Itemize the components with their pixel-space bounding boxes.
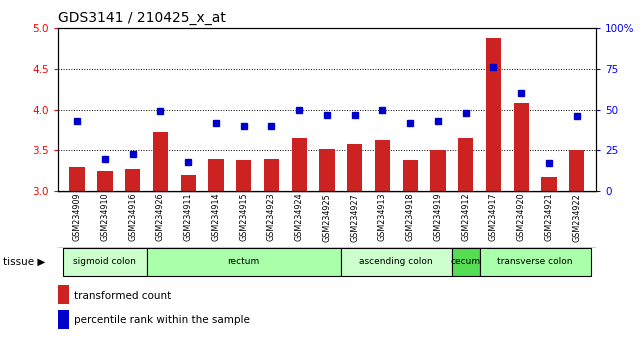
Bar [125, 169, 140, 191]
Text: GSM234912: GSM234912 [461, 193, 470, 241]
Text: GSM234919: GSM234919 [433, 193, 442, 241]
Bar [458, 138, 473, 191]
Bar [513, 103, 529, 191]
Text: ascending colon: ascending colon [360, 257, 433, 267]
Text: GSM234917: GSM234917 [489, 193, 498, 241]
Bar [208, 159, 224, 191]
Bar [292, 138, 307, 191]
Text: sigmoid colon: sigmoid colon [74, 257, 137, 267]
Text: rectum: rectum [228, 257, 260, 267]
Text: GSM234924: GSM234924 [295, 193, 304, 241]
Bar [263, 159, 279, 191]
Text: GSM234918: GSM234918 [406, 193, 415, 241]
Text: GSM234925: GSM234925 [322, 193, 331, 242]
Bar [319, 149, 335, 191]
Bar [479, 248, 590, 276]
Bar [63, 248, 147, 276]
Text: transverse colon: transverse colon [497, 257, 573, 267]
Text: GSM234910: GSM234910 [101, 193, 110, 241]
Text: GDS3141 / 210425_x_at: GDS3141 / 210425_x_at [58, 11, 226, 25]
Bar [486, 38, 501, 191]
Text: cecum: cecum [451, 257, 481, 267]
Bar [541, 177, 556, 191]
Bar [153, 132, 168, 191]
Text: GSM234922: GSM234922 [572, 193, 581, 242]
Text: GSM234920: GSM234920 [517, 193, 526, 241]
Bar [97, 171, 113, 191]
Text: GSM234914: GSM234914 [212, 193, 221, 241]
Text: transformed count: transformed count [74, 291, 172, 301]
Text: GSM234927: GSM234927 [350, 193, 359, 242]
Bar [430, 150, 445, 191]
Bar [347, 144, 362, 191]
Bar [375, 140, 390, 191]
Text: percentile rank within the sample: percentile rank within the sample [74, 315, 250, 325]
Bar [181, 175, 196, 191]
Bar [236, 160, 251, 191]
Text: GSM234926: GSM234926 [156, 193, 165, 241]
Text: GSM234923: GSM234923 [267, 193, 276, 241]
Bar [341, 248, 452, 276]
Text: GSM234911: GSM234911 [183, 193, 193, 241]
Bar [452, 248, 479, 276]
Text: GSM234915: GSM234915 [239, 193, 248, 241]
Text: GSM234913: GSM234913 [378, 193, 387, 241]
Text: GSM234916: GSM234916 [128, 193, 137, 241]
Bar [147, 248, 341, 276]
Text: tissue ▶: tissue ▶ [3, 257, 46, 267]
Bar [69, 167, 85, 191]
Bar [569, 150, 585, 191]
Bar [403, 160, 418, 191]
Text: GSM234909: GSM234909 [72, 193, 81, 241]
Text: GSM234921: GSM234921 [544, 193, 553, 241]
